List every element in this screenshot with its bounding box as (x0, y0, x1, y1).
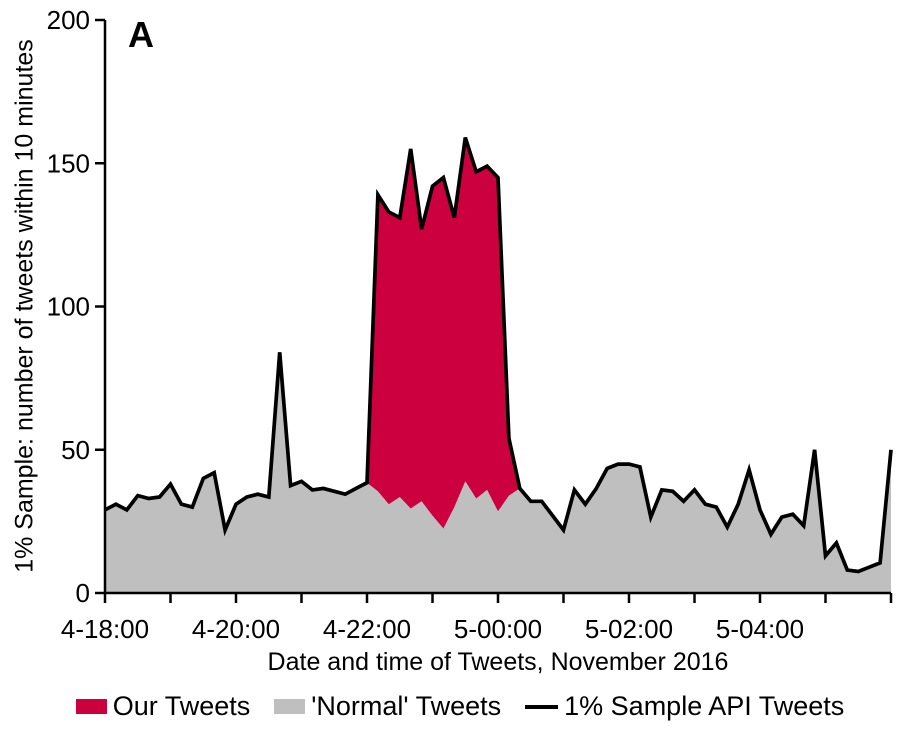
legend: Our Tweets 'Normal' Tweets 1% Sample API… (50, 691, 870, 722)
y-tick-label: 0 (76, 578, 90, 608)
x-tick-label: 5-00:00 (454, 614, 542, 644)
legend-label-our-tweets: Our Tweets (112, 691, 251, 721)
legend-item-sample-api: 1% Sample API Tweets (525, 691, 844, 722)
y-tick-label: 150 (47, 148, 90, 178)
x-tick-label: 4-22:00 (323, 614, 411, 644)
y-tick-label: 100 (47, 292, 90, 322)
y-tick-label: 50 (61, 435, 90, 465)
normal-tweets-area (105, 352, 891, 593)
our-tweets-swatch-icon (75, 699, 107, 714)
legend-label-normal-tweets: 'Normal' Tweets (311, 691, 502, 721)
legend-label-sample-api: 1% Sample API Tweets (564, 691, 845, 721)
panel-label: A (128, 14, 155, 55)
x-tick-label: 4-20:00 (192, 614, 280, 644)
our-tweets-area (367, 137, 520, 529)
x-axis-title: Date and time of Tweets, November 2016 (267, 648, 729, 676)
legend-item-normal-tweets: 'Normal' Tweets (274, 691, 501, 722)
y-tick-label: 200 (47, 5, 90, 35)
legend-item-our-tweets: Our Tweets (75, 691, 251, 722)
normal-tweets-swatch-icon (274, 699, 306, 714)
x-tick-label: 4-18:00 (61, 614, 149, 644)
x-tick-label: 5-04:00 (716, 614, 804, 644)
sample-api-line-icon (525, 704, 559, 709)
sample-api-total-line (104, 136, 893, 574)
y-axis-title: 1% Sample: number of tweets within 10 mi… (10, 39, 39, 573)
x-tick-label: 5-02:00 (585, 614, 673, 644)
